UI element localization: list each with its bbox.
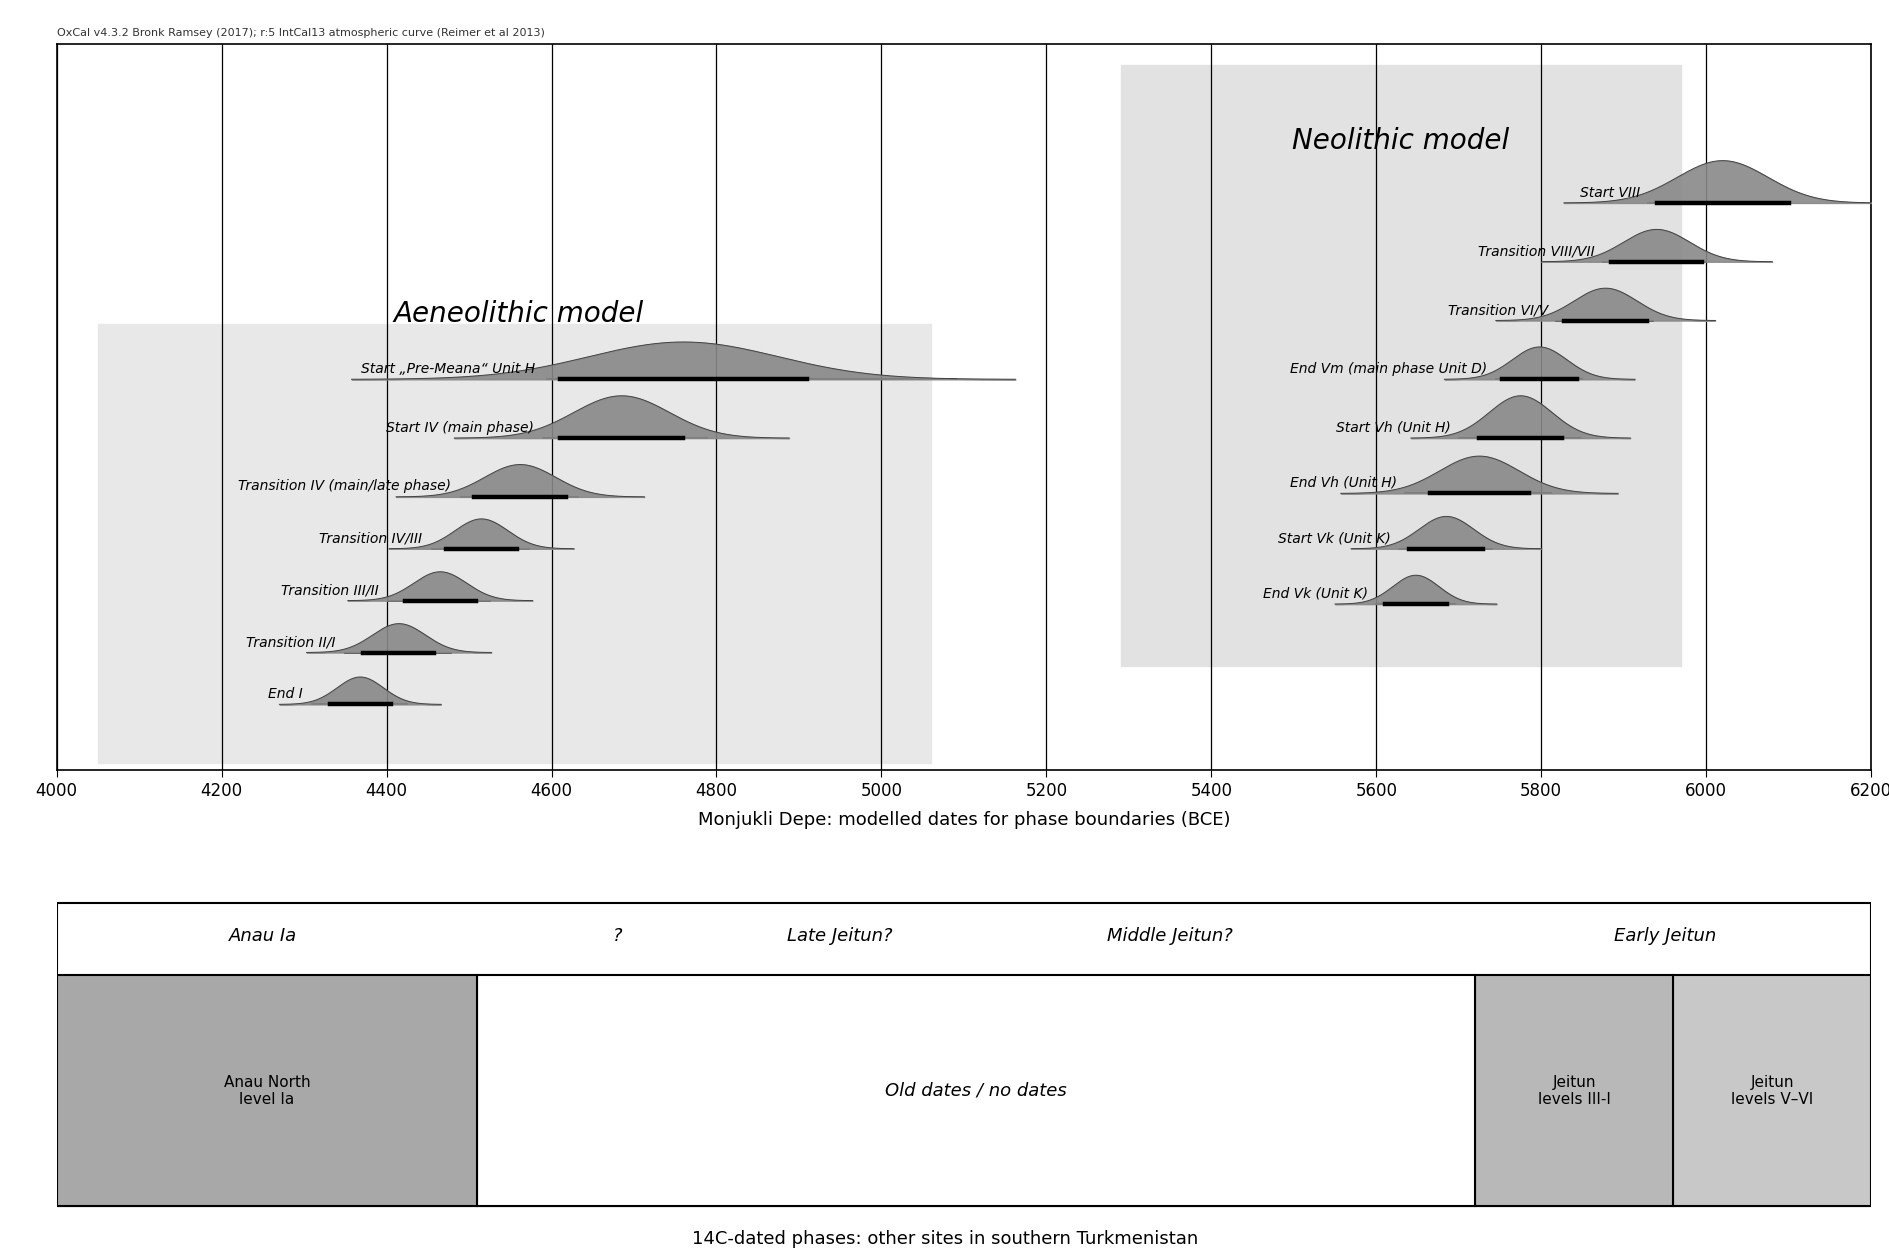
Text: Transition III/II: Transition III/II — [281, 583, 380, 597]
Text: Old dates / no dates: Old dates / no dates — [884, 1082, 1067, 1100]
Text: Anau Ia: Anau Ia — [229, 927, 297, 944]
Text: Start VIII: Start VIII — [1579, 186, 1640, 199]
Text: Jeitun
levels V–VI: Jeitun levels V–VI — [1730, 1075, 1812, 1107]
Bar — [57, 976, 478, 1206]
Text: Anau North
level Ia: Anau North level Ia — [223, 1075, 310, 1107]
Text: OxCal v4.3.2 Bronk Ramsey (2017); r:5 IntCal13 atmospheric curve (Reimer et al 2: OxCal v4.3.2 Bronk Ramsey (2017); r:5 In… — [57, 28, 544, 38]
Bar — [478, 976, 1475, 1206]
Text: End Vh (Unit H): End Vh (Unit H) — [1288, 477, 1396, 490]
Text: End Vm (main phase Unit D): End Vm (main phase Unit D) — [1290, 362, 1487, 376]
Text: Start „Pre-Meana“ Unit H: Start „Pre-Meana“ Unit H — [361, 362, 535, 376]
Text: Transition II/I: Transition II/I — [246, 635, 334, 650]
Text: End I: End I — [268, 687, 302, 701]
Text: Transition IV/III: Transition IV/III — [319, 532, 421, 545]
Text: 14C-dated phases: other sites in southern Turkmenistan: 14C-dated phases: other sites in souther… — [691, 1230, 1198, 1248]
Text: Aeneolithic model: Aeneolithic model — [393, 300, 644, 327]
Text: Middle Jeitun?: Middle Jeitun? — [1107, 927, 1232, 944]
Text: Transition VIII/VII: Transition VIII/VII — [1477, 245, 1594, 258]
Bar — [1475, 976, 1672, 1206]
Text: Jeitun
levels III-I: Jeitun levels III-I — [1538, 1075, 1609, 1107]
Text: Late Jeitun?: Late Jeitun? — [788, 927, 892, 944]
Text: Start IV (main phase): Start IV (main phase) — [385, 420, 533, 435]
Text: ?: ? — [612, 927, 621, 944]
X-axis label: Monjukli Depe: modelled dates for phase boundaries (BCE): Monjukli Depe: modelled dates for phase … — [697, 811, 1230, 829]
Text: End Vk (Unit K): End Vk (Unit K) — [1262, 587, 1368, 601]
Text: Start Vk (Unit K): Start Vk (Unit K) — [1277, 532, 1390, 545]
Text: Transition IV (main/late phase): Transition IV (main/late phase) — [238, 479, 451, 493]
Text: Neolithic model: Neolithic model — [1292, 127, 1509, 155]
Text: Start Vh (Unit H): Start Vh (Unit H) — [1336, 420, 1449, 435]
Text: Transition VI/V: Transition VI/V — [1447, 303, 1547, 317]
Bar — [1672, 976, 1870, 1206]
Text: Early Jeitun: Early Jeitun — [1613, 927, 1715, 944]
